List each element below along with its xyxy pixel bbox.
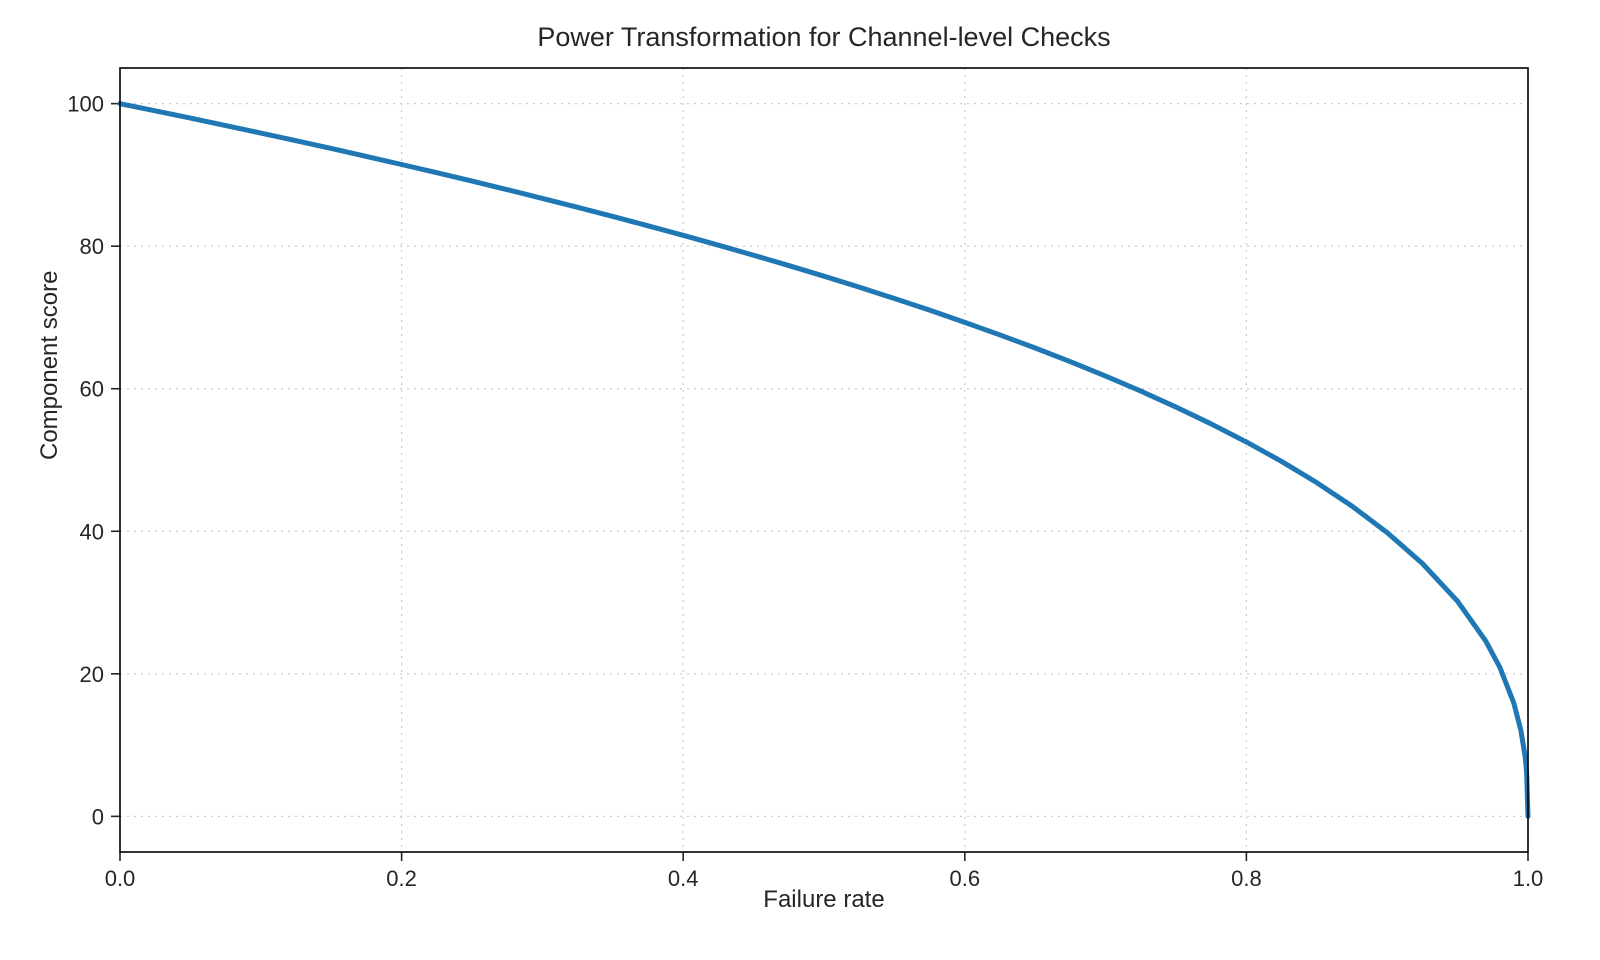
y-tick-label: 40 xyxy=(80,519,104,544)
x-tick-label: 0.0 xyxy=(105,866,136,891)
y-tick-label: 100 xyxy=(67,92,104,117)
y-tick-label: 0 xyxy=(92,804,104,829)
y-tick-label: 60 xyxy=(80,377,104,402)
chart-title: Power Transformation for Channel-level C… xyxy=(537,22,1111,52)
x-tick-label: 0.4 xyxy=(668,866,699,891)
x-tick-label: 0.2 xyxy=(386,866,417,891)
x-tick-label: 0.8 xyxy=(1231,866,1262,891)
curve-line xyxy=(117,101,1531,819)
x-tick-label: 0.6 xyxy=(950,866,981,891)
x-axis-label: Failure rate xyxy=(763,886,885,913)
y-tick-label: 20 xyxy=(80,662,104,687)
plot-border xyxy=(119,67,1529,853)
x-tick-label: 1.0 xyxy=(1513,866,1544,891)
y-tick-label: 80 xyxy=(80,234,104,259)
